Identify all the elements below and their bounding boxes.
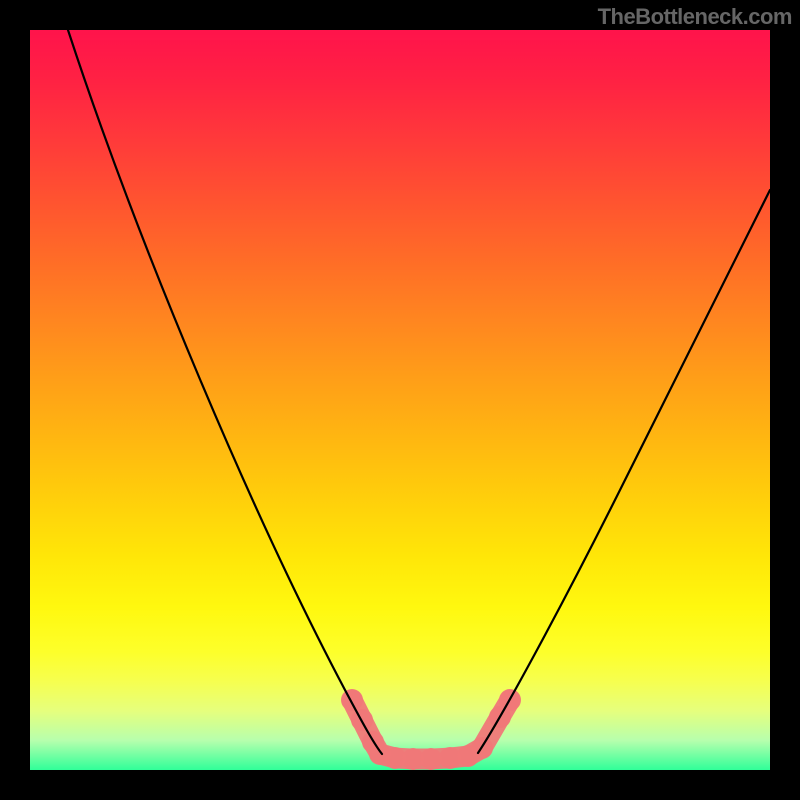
watermark-text: TheBottleneck.com [598, 4, 792, 30]
valley-bead [341, 689, 363, 711]
gradient-background [30, 30, 770, 770]
valley-bead [420, 748, 442, 770]
bottleneck-chart [0, 0, 800, 800]
